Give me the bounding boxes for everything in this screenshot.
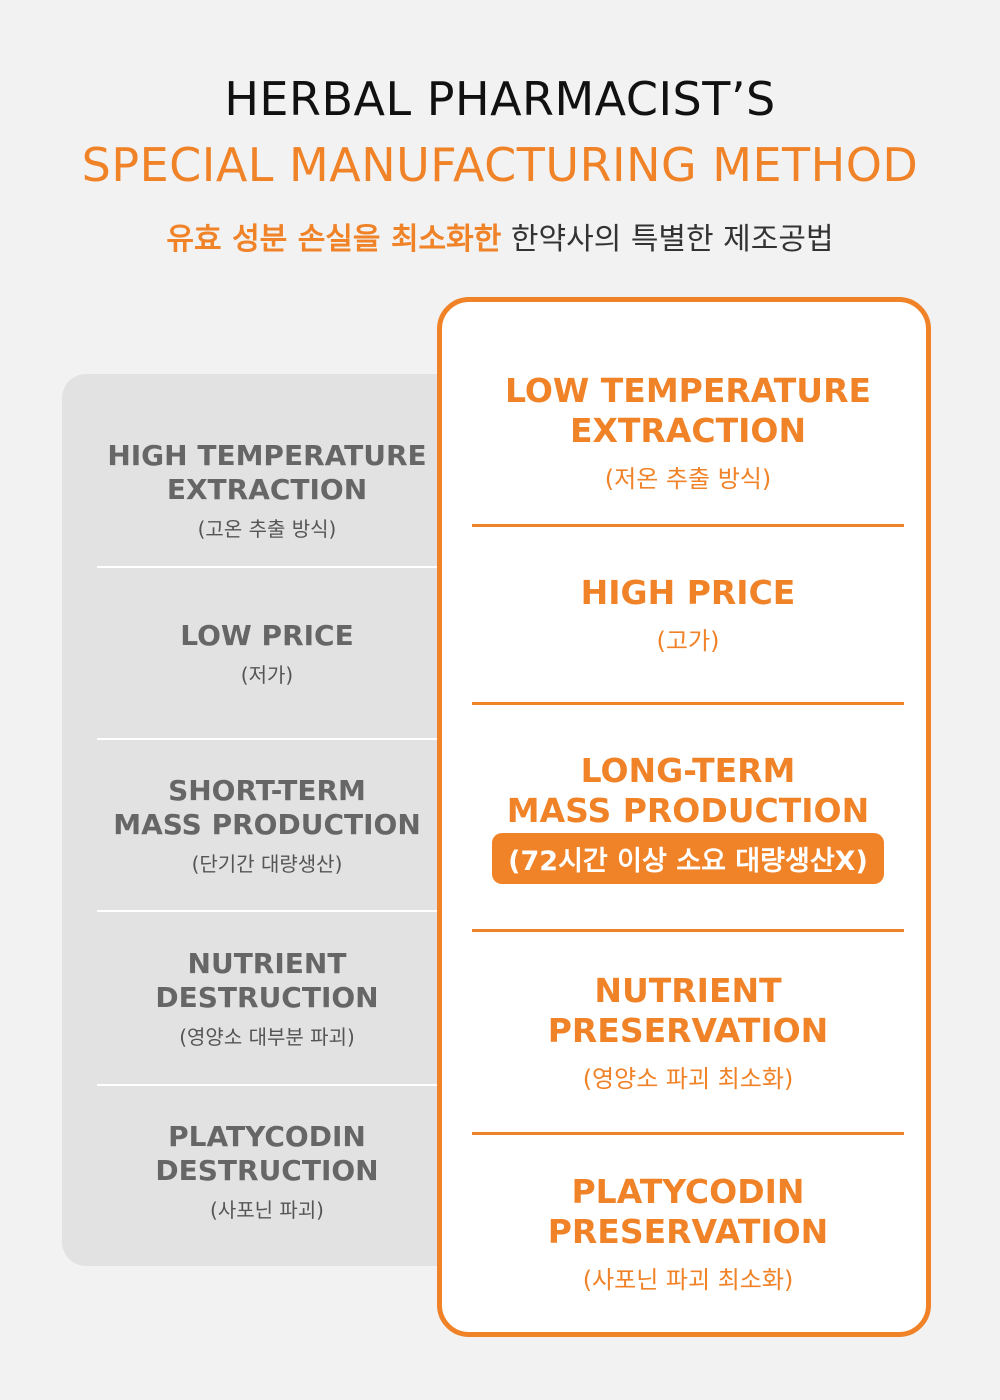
special-item-title: LOW TEMPERATURE EXTRACTION [504,370,872,450]
conventional-item-production: SHORT-TERM MASS PRODUCTION (단기간 대량생산) [97,740,437,910]
title-line-1: HERBAL PHARMACIST’S [224,72,776,126]
conventional-item-korean: (사포닌 파괴) [210,1197,324,1222]
conventional-item-title: SHORT-TERM MASS PRODUCTION [113,773,421,841]
divider [472,929,904,932]
divider [97,566,437,568]
subtitle-rest: 한약사의 특별한 제조공법 [501,222,834,257]
special-item-price: HIGH PRICE (고가) [472,527,904,702]
special-item-title: LONG-TERM MASS PRODUCTION [506,750,870,830]
conventional-item-title: PLATYCODIN DESTRUCTION [155,1119,379,1187]
divider [97,910,437,912]
special-item-title: NUTRIENT PRESERVATION [547,970,829,1050]
divider [97,1084,437,1086]
conventional-item-korean: (단기간 대량생산) [191,851,343,876]
conventional-item-extraction: HIGH TEMPERATURE EXTRACTION (고온 추출 방식) [97,414,437,566]
conventional-item-nutrient: NUTRIENT DESTRUCTION (영양소 대부분 파괴) [97,912,437,1084]
special-item-title: HIGH PRICE [580,573,796,612]
divider [472,1132,904,1135]
special-item-production: LONG-TERM MASS PRODUCTION (72시간 이상 소요 대량… [472,705,904,929]
conventional-item-platycodin: PLATYCODIN DESTRUCTION (사포닌 파괴) [97,1086,437,1256]
special-item-korean-badge: (72시간 이상 소요 대량생산X) [492,832,884,884]
special-item-title: PLATYCODIN PRESERVATION [547,1172,829,1251]
conventional-item-korean: (고온 추출 방식) [197,516,337,541]
special-item-platycodin: PLATYCODIN PRESERVATION (사포닌 파괴 최소화) [472,1135,904,1332]
special-item-korean: (사포닌 파괴 최소화) [582,1266,794,1294]
special-item-korean: (고가) [656,627,720,655]
title-line-2: SPECIAL MANUFACTURING METHOD [81,138,919,192]
conventional-item-korean: (저가) [240,662,294,687]
divider [472,702,904,705]
subtitle-highlight: 유효 성분 손실을 최소화한 [166,222,502,257]
conventional-item-title: NUTRIENT DESTRUCTION [155,946,379,1014]
divider [472,524,904,527]
conventional-item-price: LOW PRICE (저가) [97,568,437,738]
special-method-panel: LOW TEMPERATURE EXTRACTION (저온 추출 방식) HI… [437,297,931,1337]
divider [97,738,437,740]
special-item-korean: (영양소 파괴 최소화) [582,1064,794,1093]
special-item-korean: (저온 추출 방식) [604,464,772,493]
conventional-item-title: LOW PRICE [180,618,354,652]
special-item-nutrient: NUTRIENT PRESERVATION (영양소 파괴 최소화) [472,932,904,1132]
conventional-item-title: HIGH TEMPERATURE EXTRACTION [107,438,427,506]
subtitle: 유효 성분 손실을 최소화한 한약사의 특별한 제조공법 [0,214,1000,258]
conventional-item-korean: (영양소 대부분 파괴) [179,1024,355,1049]
special-item-extraction: LOW TEMPERATURE EXTRACTION (저온 추출 방식) [472,342,904,522]
conventional-method-panel: HIGH TEMPERATURE EXTRACTION (고온 추출 방식) L… [62,374,492,1266]
